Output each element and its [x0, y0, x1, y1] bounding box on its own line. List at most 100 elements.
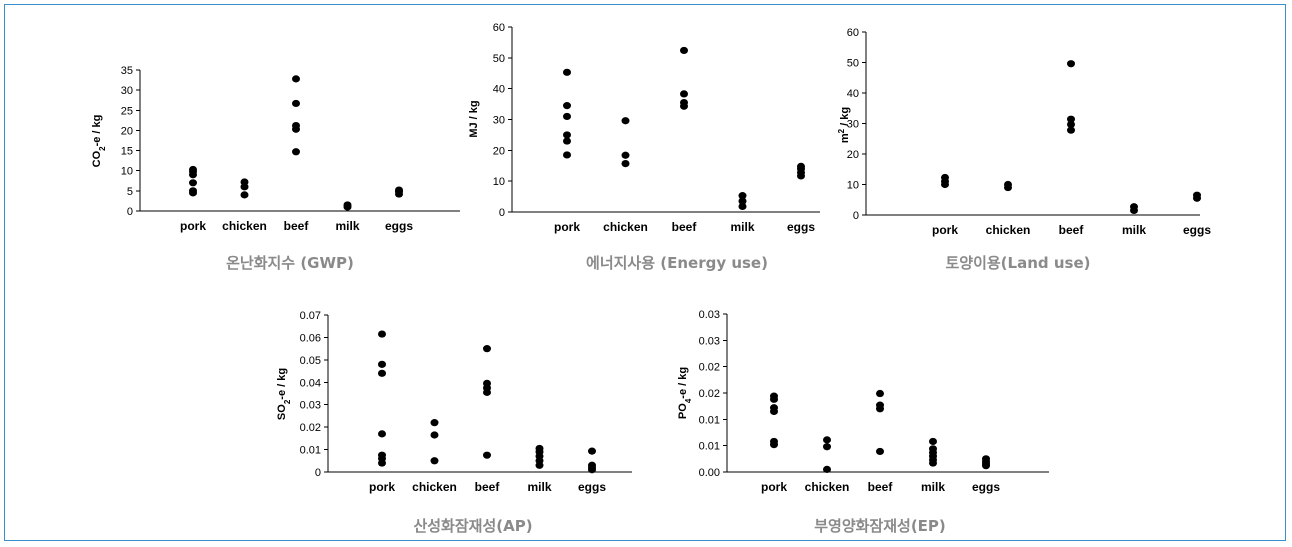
y-tick-label: 15 [121, 146, 133, 158]
data-point [189, 187, 197, 195]
y-tick-label: 0.02 [699, 388, 720, 400]
x-category-label: beef [284, 219, 310, 233]
y-tick-label: 0.01 [699, 414, 720, 426]
y-tick-label: 60 [493, 22, 505, 34]
data-point [621, 151, 630, 159]
data-point [770, 404, 778, 412]
data-point [876, 447, 884, 456]
data-point [378, 360, 386, 368]
data-point [1130, 203, 1138, 211]
data-point [292, 99, 300, 108]
data-point [189, 165, 197, 174]
x-category-label: eggs [578, 480, 606, 494]
data-point [240, 191, 249, 199]
data-point [941, 173, 949, 182]
x-category-label: chicken [412, 480, 457, 494]
x-category-label: chicken [603, 220, 648, 234]
x-category-label: beef [868, 480, 894, 494]
data-point [738, 192, 747, 200]
x-category-label: chicken [986, 223, 1031, 237]
chart-caption: 토양이용(Land use) [945, 254, 1090, 272]
data-point [929, 437, 937, 446]
y-tick-label: 40 [847, 88, 859, 100]
data-point [240, 178, 249, 186]
y-tick-label: 0.03 [699, 309, 720, 321]
data-point [292, 148, 300, 156]
y-tick-label: 20 [493, 145, 505, 157]
x-category-label: pork [554, 220, 580, 234]
data-point [343, 201, 352, 209]
data-point [680, 98, 688, 107]
y-tick-label: 0.03 [699, 335, 720, 347]
data-point [876, 401, 884, 409]
data-point [929, 445, 937, 453]
y-tick-label: 20 [121, 125, 133, 137]
data-point [535, 444, 544, 453]
y-tick-label: 0.02 [300, 422, 321, 434]
x-category-label: chicken [805, 480, 850, 494]
y-tick-label: 5 [127, 186, 133, 198]
data-point [430, 457, 439, 465]
x-category-label: chicken [222, 219, 267, 233]
scatter-chart-4: 0 0.01 0.02 0.03 0.04 0.05 0.06 0.07 pork chicken… [276, 310, 632, 535]
y-tick-label: 30 [121, 85, 133, 97]
data-point [621, 159, 630, 168]
data-point [189, 179, 197, 187]
data-point [395, 186, 403, 194]
y-axis-label: SO2-e / kg [276, 368, 292, 420]
data-point [823, 465, 831, 473]
y-tick-label: 50 [847, 58, 859, 70]
y-tick-label: 40 [493, 84, 505, 96]
scatter-chart-3: 0 10 20 30 40 50 60 pork chicken beef milk eggs m2 /… [837, 27, 1212, 272]
x-category-label: eggs [1183, 223, 1211, 237]
y-tick-label: 25 [121, 105, 133, 117]
data-point [823, 436, 831, 444]
data-point [680, 90, 688, 98]
data-point [430, 419, 439, 427]
chart-caption: 산성화잠재성(AP) [413, 517, 532, 535]
data-point [823, 443, 831, 451]
data-point [292, 121, 300, 130]
data-point [1004, 180, 1012, 189]
data-point [1067, 120, 1075, 129]
x-category-label: pork [369, 480, 395, 494]
data-point [1067, 126, 1075, 134]
y-axis-label: m2 / kg [837, 107, 852, 143]
y-axis-label: CO2-e / kg [91, 115, 107, 168]
y-tick-label: 0 [499, 207, 505, 219]
y-tick-label: 0.01 [699, 441, 720, 453]
x-category-label: eggs [972, 480, 1000, 494]
scatter-chart-5: 0.00 0.01 0.01 0.02 0.02 0.03 0.03 pork chicken b… [677, 309, 1049, 535]
y-tick-label: 10 [121, 166, 133, 178]
data-point [588, 447, 596, 455]
x-category-label: eggs [385, 219, 413, 233]
x-category-label: eggs [787, 220, 815, 234]
data-point [292, 75, 300, 83]
x-category-label: milk [527, 480, 551, 494]
y-tick-label: 0.03 [300, 400, 321, 412]
data-point [982, 455, 990, 463]
data-point [563, 131, 571, 139]
data-point [876, 389, 884, 398]
data-point [378, 430, 386, 438]
data-point [378, 330, 386, 338]
y-tick-label: 10 [493, 176, 505, 188]
y-tick-label: 30 [847, 119, 859, 131]
data-point [797, 162, 805, 170]
y-tick-label: 0.04 [300, 377, 321, 389]
x-category-label: milk [335, 219, 359, 233]
x-category-label: beef [672, 220, 698, 234]
data-point [483, 379, 491, 388]
y-axis-label: PO4-e / kg [677, 367, 693, 419]
data-point [483, 345, 491, 353]
chart-caption: 온난화지수 (GWP) [226, 254, 354, 272]
data-point [563, 137, 571, 145]
y-tick-label: 60 [847, 27, 859, 39]
data-point [430, 431, 439, 439]
data-point [378, 451, 386, 459]
y-tick-label: 20 [847, 149, 859, 161]
y-tick-label: 0 [127, 206, 133, 218]
x-category-label: milk [730, 220, 754, 234]
x-category-label: pork [180, 219, 206, 233]
data-point [680, 46, 688, 55]
